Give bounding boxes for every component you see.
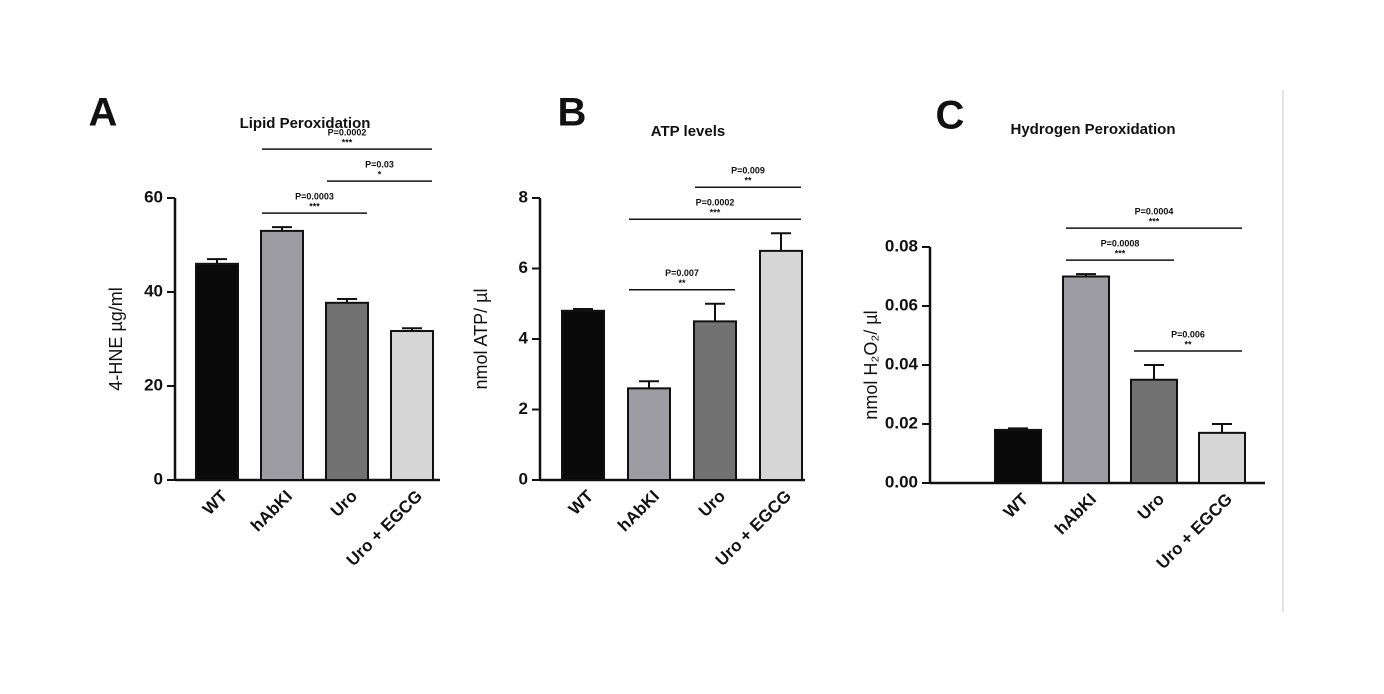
bar	[195, 262, 239, 481]
significance-stars: *	[378, 170, 382, 180]
bar	[627, 387, 671, 482]
x-tick-label: Uro	[695, 487, 729, 521]
bar	[561, 309, 605, 481]
chart-title: ATP levels	[651, 123, 726, 140]
y-tick-label: 4	[519, 328, 529, 347]
y-tick-label: 8	[519, 187, 528, 206]
x-tick-label: WT	[1000, 489, 1033, 522]
p-value: P=0.006	[1171, 329, 1205, 339]
p-value: P=0.009	[731, 166, 765, 176]
p-value: P=0.0004	[1135, 207, 1174, 217]
panel-label: C	[936, 94, 965, 138]
bar	[1062, 275, 1110, 484]
x-tick-label: hAbKI	[614, 487, 663, 536]
x-tick-label: hAbKI	[1051, 490, 1100, 539]
y-axis-title: nmol H₂O₂/ µl	[861, 310, 881, 419]
p-value: P=0.0002	[696, 198, 735, 208]
bar	[260, 229, 304, 481]
x-tick-label: Uro	[1134, 490, 1168, 524]
bar	[759, 249, 803, 481]
y-tick-label: 0.04	[885, 354, 919, 373]
x-tick-label: hAbKI	[247, 487, 296, 536]
chart-title: Lipid Peroxidation	[240, 115, 371, 132]
significance-stars: **	[744, 176, 752, 186]
p-value: P=0.03	[365, 160, 394, 170]
significance-stars: ***	[309, 202, 320, 212]
y-tick-label: 0.08	[885, 236, 918, 255]
y-tick-label: 0.02	[885, 413, 918, 432]
y-tick-label: 0	[519, 469, 528, 488]
bar	[325, 301, 369, 481]
p-value: P=0.0008	[1101, 239, 1140, 249]
significance-stars: ***	[1115, 249, 1126, 259]
significance-stars: ***	[1149, 217, 1160, 227]
significance-stars: ***	[342, 138, 353, 148]
bar	[693, 320, 737, 481]
y-tick-label: 0.06	[885, 295, 918, 314]
y-axis-title: nmol ATP/ µl	[471, 288, 491, 389]
y-tick-label: 6	[519, 258, 528, 277]
y-tick-label: 20	[144, 375, 163, 394]
significance-stars: ***	[710, 208, 721, 218]
bar	[1130, 378, 1178, 484]
y-axis-title: 4-HNE µg/ml	[106, 287, 126, 390]
chart-title: Hydrogen Peroxidation	[1010, 121, 1175, 138]
y-tick-label: 2	[519, 399, 528, 418]
bar	[390, 330, 434, 482]
bar	[1198, 431, 1246, 485]
significance-stars: **	[678, 278, 686, 288]
y-tick-label: 60	[144, 187, 163, 206]
panel-label: B	[558, 91, 587, 135]
y-tick-label: 0	[154, 469, 163, 488]
bar	[994, 428, 1042, 484]
p-value: P=0.0003	[295, 192, 334, 202]
x-tick-label: Uro	[327, 487, 361, 521]
p-value: P=0.007	[665, 268, 699, 278]
significance-stars: **	[1184, 339, 1192, 349]
p-value: P=0.0002	[328, 128, 367, 138]
x-tick-label: WT	[565, 486, 598, 519]
y-tick-label: 40	[144, 281, 163, 300]
x-tick-label: WT	[199, 486, 232, 519]
panel-label: A	[89, 91, 118, 135]
y-tick-label: 0.00	[885, 472, 918, 491]
